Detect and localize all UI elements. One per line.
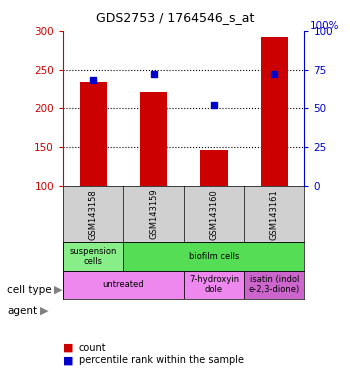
Text: untreated: untreated bbox=[103, 280, 144, 289]
Bar bbox=[79, 82, 107, 186]
Text: ▶: ▶ bbox=[40, 306, 49, 316]
Text: GSM143161: GSM143161 bbox=[270, 189, 279, 240]
Text: ■: ■ bbox=[63, 343, 74, 353]
Text: percentile rank within the sample: percentile rank within the sample bbox=[79, 355, 244, 365]
Text: 100%: 100% bbox=[309, 21, 339, 31]
Text: GSM143158: GSM143158 bbox=[89, 189, 98, 240]
Bar bbox=[123, 242, 304, 271]
Text: biofilm cells: biofilm cells bbox=[189, 252, 239, 261]
Text: isatin (indol
e-2,3-dione): isatin (indol e-2,3-dione) bbox=[249, 275, 300, 295]
Text: ▶: ▶ bbox=[54, 285, 63, 295]
Text: GSM143160: GSM143160 bbox=[209, 189, 218, 240]
Text: 7-hydroxyin
dole: 7-hydroxyin dole bbox=[189, 275, 239, 295]
Text: GSM143159: GSM143159 bbox=[149, 189, 158, 240]
Bar bbox=[140, 92, 167, 186]
Text: GDS2753 / 1764546_s_at: GDS2753 / 1764546_s_at bbox=[96, 11, 254, 24]
Text: ■: ■ bbox=[63, 355, 74, 365]
Bar bbox=[244, 271, 304, 299]
Bar bbox=[184, 271, 244, 299]
Text: count: count bbox=[79, 343, 106, 353]
Text: cell type: cell type bbox=[7, 285, 52, 295]
Text: suspension
cells: suspension cells bbox=[70, 247, 117, 266]
Bar bbox=[261, 37, 288, 186]
Text: agent: agent bbox=[7, 306, 37, 316]
Bar bbox=[63, 271, 184, 299]
Bar bbox=[200, 150, 228, 186]
Bar bbox=[63, 242, 123, 271]
